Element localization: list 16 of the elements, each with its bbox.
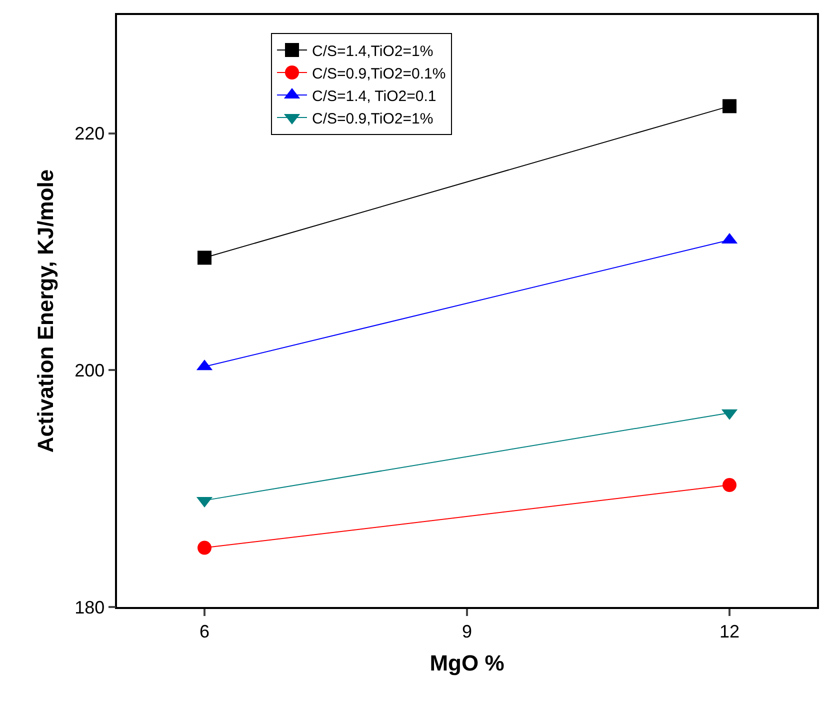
x-tick-label: 12 (719, 621, 740, 642)
x-tick-label: 9 (462, 621, 472, 642)
point (722, 99, 736, 114)
legend-label: C/S=1.4, TiO2=0.1 (312, 88, 436, 105)
point (722, 478, 736, 492)
legend-label: C/S=0.9,TiO2=1% (312, 110, 434, 128)
point (198, 540, 212, 555)
legend-label: C/S=0.9,TiO2=0.1% (312, 65, 446, 82)
x-tick-label: 6 (199, 621, 210, 642)
y-tick-label: 180 (74, 597, 105, 618)
legend-label: C/S=1.4,TiO2=1% (312, 42, 434, 60)
y-tick-label: 200 (74, 360, 105, 380)
y-tick-label: 220 (74, 124, 105, 144)
y-axis-title: Activation Energy, KJ/mole (32, 169, 58, 453)
point (198, 250, 212, 265)
x-axis-title: MgO % (430, 650, 504, 676)
